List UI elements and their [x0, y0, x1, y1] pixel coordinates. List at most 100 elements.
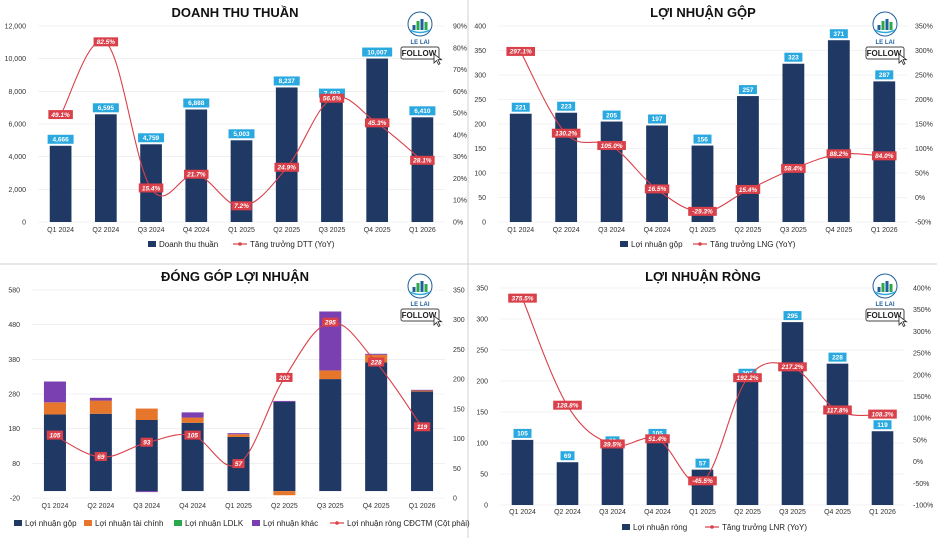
logo-name: LE LAI [876, 302, 895, 308]
logo-bar [420, 281, 424, 292]
line-value-label: 108.3% [871, 411, 893, 418]
x-tick-label: Q2 2025 [735, 227, 762, 234]
y2-tick-label: 150% [915, 122, 933, 129]
bar [691, 469, 714, 505]
bar [826, 363, 849, 505]
bar-khac [43, 381, 66, 403]
y2-tick-label: 300% [913, 329, 931, 336]
bar-value-label: 105 [517, 431, 528, 438]
bar [646, 439, 669, 505]
bar [736, 379, 759, 505]
bar [871, 431, 894, 505]
bar [691, 145, 714, 222]
cursor-icon [433, 53, 443, 66]
follow-button[interactable]: FOLLOW [400, 46, 443, 66]
line-value-label: 58.4% [784, 166, 803, 173]
x-tick-label: Q1 2025 [689, 227, 716, 234]
y-tick-label: 80 [12, 461, 20, 468]
line-value-box [735, 184, 761, 194]
line-value-label: 57 [235, 461, 243, 468]
chart-2: LỢI NHUẬN GỘP 0 50 100 150 200 250 300 350 400 -50… [474, 5, 933, 249]
y-tick-label: 10,000 [5, 56, 27, 63]
x-tick-label: Q1 2025 [228, 227, 255, 234]
bar [737, 96, 759, 222]
y2-tick-label: 150% [913, 394, 931, 401]
logo-wave [409, 29, 431, 34]
cursor-icon [898, 53, 908, 66]
bar-value-label: 10,007 [367, 49, 387, 56]
line-value-label: 202 [278, 375, 290, 382]
bar-value-label: 6,888 [188, 100, 205, 107]
bar-value-label: 223 [561, 103, 572, 110]
line-value-label: 93 [143, 440, 151, 447]
bar-value-label: 323 [788, 54, 799, 61]
y-tick-label: 280 [8, 392, 20, 399]
line-value-box [733, 373, 762, 383]
line-value-label: 15.4% [142, 185, 161, 192]
bar-taichinh [273, 491, 296, 496]
line-value-box [322, 317, 339, 327]
y-tick-label: 12,000 [5, 24, 27, 31]
bar-taichinh [43, 402, 66, 415]
x-tick-label: Q2 2025 [273, 227, 300, 234]
y2-tick-label: 350% [913, 307, 931, 314]
line-value-box [688, 206, 717, 216]
y-tick-label: 8,000 [8, 89, 26, 96]
bar-value-label: 287 [879, 72, 890, 79]
line-value-box [276, 372, 293, 382]
line-value-label: 82.5% [97, 39, 116, 46]
x-tick-label: Q1 2025 [225, 503, 252, 510]
bar-value-box [560, 451, 575, 461]
line-value-box [826, 149, 852, 159]
y2-tick-label: 250 [453, 347, 465, 354]
legend-label: Lợi nhuận ròng [633, 523, 687, 532]
x-tick-label: Q4 2025 [363, 503, 390, 510]
chart-title: ĐÓNG GÓP LỢI NHUẬN [161, 269, 309, 284]
bar-value-box [693, 134, 712, 144]
x-tick-label: Q2 2025 [734, 509, 761, 516]
y2-tick-label: 0 [453, 496, 457, 503]
logo-wave [409, 291, 431, 296]
line-value-label: 375.5% [511, 295, 533, 302]
bar-value-label: 4,759 [143, 135, 160, 142]
line-value-label: 28.1% [412, 158, 432, 165]
y2-tick-label: 400% [913, 286, 931, 293]
x-tick-label: Q1 2024 [507, 227, 534, 234]
bar-value-box [828, 352, 847, 362]
x-tick-label: Q2 2025 [271, 503, 298, 510]
logo-bar [881, 21, 885, 30]
bar-value-label: 205 [606, 112, 617, 119]
line-value-label: 56.6% [323, 96, 342, 103]
line-value-box [138, 183, 164, 193]
bar [781, 322, 804, 505]
y-tick-label: 480 [8, 322, 20, 329]
x-tick-label: Q2 2024 [92, 227, 119, 234]
line-value-box [46, 430, 64, 440]
bar-value-label: 228 [832, 354, 843, 361]
line-value-label: 192.2% [736, 375, 758, 382]
follow-button[interactable]: FOLLOW [865, 46, 908, 66]
y-tick-label: 380 [8, 357, 20, 364]
bar-khac [135, 491, 158, 493]
line-value-box [184, 430, 201, 440]
line-value-box [48, 110, 73, 120]
follow-button[interactable]: FOLLOW [400, 308, 443, 328]
y-tick-label: 50 [480, 472, 488, 479]
legend-swatch [84, 520, 92, 526]
logo-bar [889, 284, 893, 292]
bar-value-label: 4,666 [52, 136, 69, 143]
bar-value-box [648, 428, 667, 438]
follow-button[interactable]: FOLLOW [865, 308, 908, 328]
y2-tick-label: 80% [453, 45, 467, 52]
line-value-label: 16.5% [648, 186, 667, 193]
logo-bar [881, 283, 885, 292]
bar [827, 40, 850, 223]
y2-tick-label: 200 [453, 377, 465, 384]
bar-khac [365, 353, 388, 355]
bar-value-label: 57 [699, 460, 707, 467]
y2-tick-label: 90% [453, 24, 467, 31]
logo: LE LAI [872, 273, 898, 308]
line-value-label: 105.0% [601, 143, 623, 150]
legend-label: Lợi nhuận LDLK [185, 519, 244, 528]
x-tick-label: Q3 2024 [598, 227, 625, 234]
